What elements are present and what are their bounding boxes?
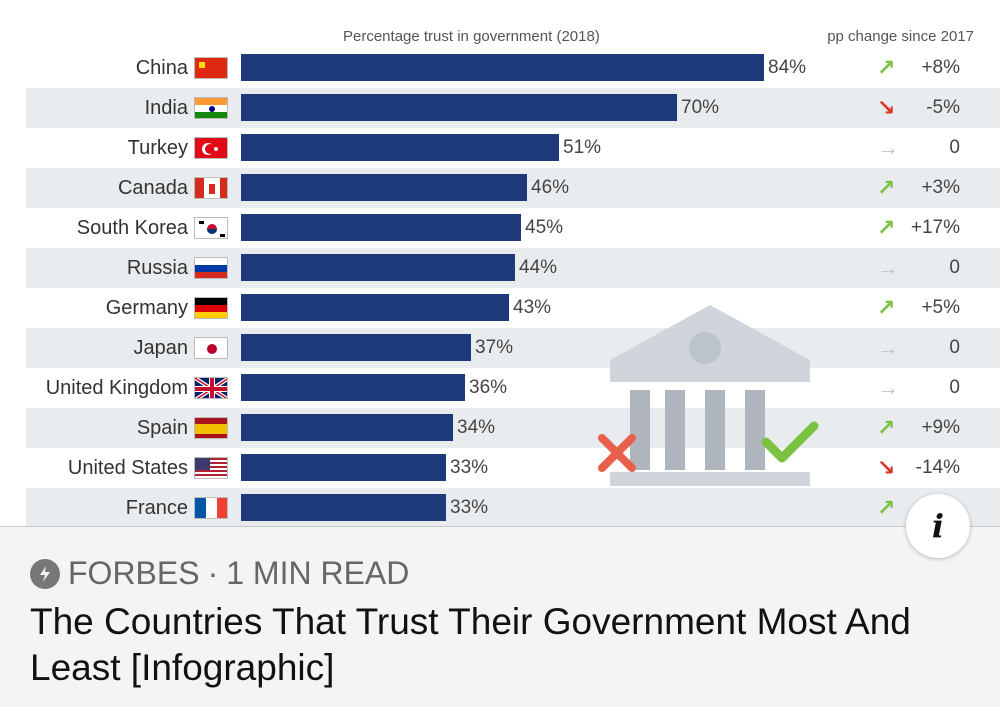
change-value: +3% [921, 177, 960, 198]
change-value: -5% [926, 97, 960, 118]
arrow-up-right-icon: ↗ [877, 55, 896, 80]
country-label: Japan [133, 337, 189, 359]
bar [241, 494, 446, 521]
bar-value-label: 33% [450, 457, 489, 478]
country-label: Turkey [127, 137, 188, 159]
arrow-up-right-icon: ↗ [877, 295, 896, 320]
country-label: South Korea [76, 217, 188, 239]
country-label: Russia [126, 257, 188, 279]
trust-column-header: Percentage trust in government (2018) [343, 28, 600, 45]
bar [241, 334, 471, 361]
arrow-right-icon: → [877, 335, 899, 360]
bar-value-label: 70% [681, 97, 720, 118]
article-headline[interactable]: The Countries That Trust Their Governmen… [30, 601, 911, 688]
arrow-up-right-icon: ↗ [877, 495, 896, 520]
chart-row-japan [26, 328, 1000, 368]
country-label: Spain [136, 417, 188, 439]
country-label: Canada [117, 177, 188, 199]
flag-turkey-icon [194, 137, 228, 159]
change-value: -14% [915, 457, 960, 478]
arrow-down-right-icon: ↘ [877, 95, 896, 120]
bar-value-label: 84% [768, 57, 807, 78]
flag-united-states-icon [194, 457, 228, 479]
arrow-right-icon: → [877, 375, 899, 400]
flag-united-kingdom-icon [194, 377, 228, 399]
flag-russia-icon [194, 257, 228, 279]
country-label: China [135, 57, 188, 79]
country-label: France [125, 497, 188, 519]
bar-value-label: 51% [563, 137, 602, 158]
bar-value-label: 46% [531, 177, 570, 198]
arrow-right-icon: → [877, 135, 899, 160]
change-value: +17% [910, 217, 960, 238]
info-button[interactable]: i [906, 494, 970, 558]
infographic-image[interactable]: Percentage trust in government (2018) pp… [0, 0, 1000, 526]
country-label: United States [67, 457, 188, 479]
change-value: 0 [949, 137, 960, 158]
check-icon [761, 421, 819, 463]
country-label: India [144, 97, 188, 119]
flag-germany-icon [194, 297, 228, 319]
bar [241, 134, 559, 161]
arrow-up-right-icon: ↗ [877, 215, 896, 240]
arrow-up-right-icon: ↗ [877, 175, 896, 200]
bar-value-label: 43% [513, 297, 552, 318]
bar [241, 214, 521, 241]
change-value: 0 [949, 377, 960, 398]
bar [241, 294, 509, 321]
card-divider [0, 526, 1000, 527]
bar-value-label: 37% [475, 337, 514, 358]
government-building-icon [610, 305, 810, 486]
arrow-down-right-icon: ↘ [877, 455, 896, 480]
bar [241, 174, 527, 201]
change-value: 0 [949, 337, 960, 358]
flag-france-icon [194, 497, 228, 519]
link-preview-footer[interactable]: FORBES · 1 MIN READ The Countries That T… [0, 527, 1000, 707]
cross-icon [598, 434, 636, 472]
bar [241, 414, 453, 441]
bar-value-label: 36% [469, 377, 508, 398]
bar-value-label: 45% [525, 217, 564, 238]
change-column-header: pp change since 2017 [827, 28, 974, 45]
change-value: +8% [921, 57, 960, 78]
change-value: +9% [921, 417, 960, 438]
bar [241, 374, 465, 401]
lightning-bolt-icon [30, 558, 60, 589]
flag-south-korea-icon [194, 217, 228, 239]
source-row: FORBES · 1 MIN READ [30, 555, 409, 592]
bar-value-label: 33% [450, 497, 489, 518]
flag-canada-icon [194, 177, 228, 199]
source-name: FORBES [68, 555, 200, 591]
arrow-up-right-icon: ↗ [877, 415, 896, 440]
flag-japan-icon [194, 337, 228, 359]
flag-china-icon [194, 57, 228, 79]
chart-row-spain [26, 408, 1000, 448]
change-value: +5% [921, 297, 960, 318]
flag-spain-icon [194, 417, 228, 439]
bar [241, 454, 446, 481]
bar [241, 254, 515, 281]
country-label: United Kingdom [45, 377, 188, 399]
separator-dot: · [207, 555, 219, 591]
bar [241, 54, 764, 81]
flag-india-icon [194, 97, 228, 119]
bar-value-label: 44% [519, 257, 558, 278]
country-label: Germany [105, 297, 188, 319]
read-time: 1 MIN READ [226, 555, 410, 591]
arrow-right-icon: → [877, 255, 899, 280]
bar-value-label: 34% [457, 417, 496, 438]
bar [241, 94, 677, 121]
change-value: 0 [949, 257, 960, 278]
chart-row-france [26, 488, 1000, 526]
